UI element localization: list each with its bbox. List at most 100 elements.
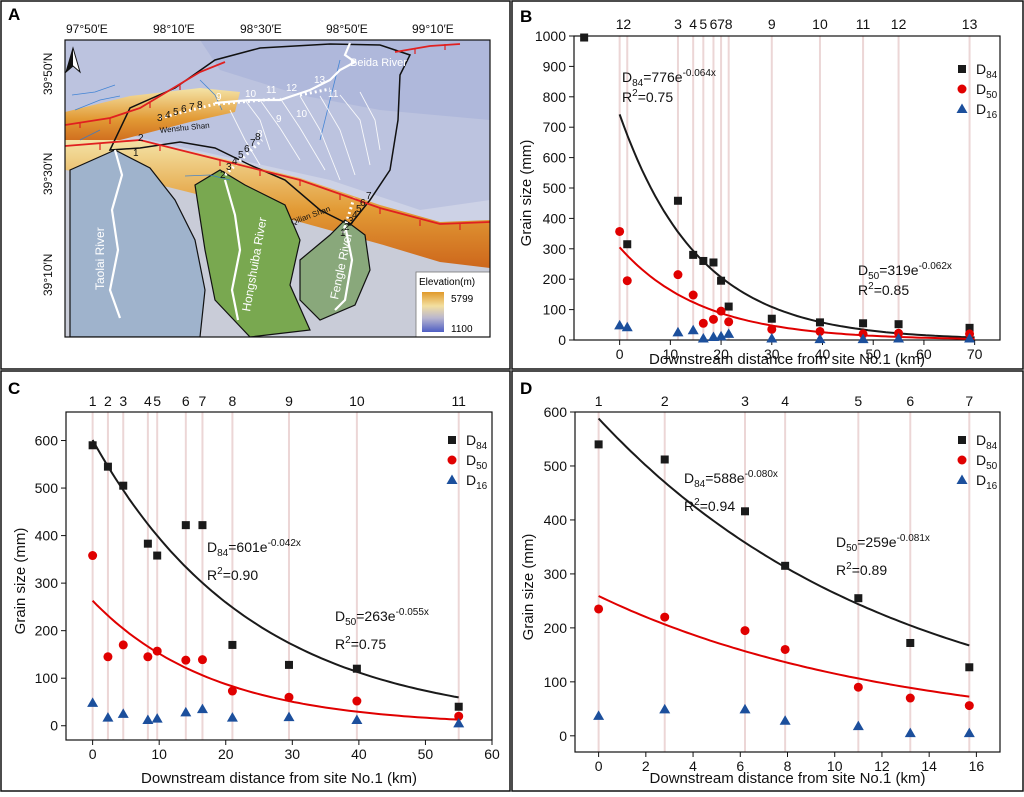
- site-label-hong-7: 7: [250, 138, 256, 149]
- chart-panel-b: B 1 2 3 4 5 6 7 8 9 10 11 12 130 10 20 30 40 50 60 700100200…: [518, 7, 1001, 368]
- x-axis-label: Downstream distance from site No.1 (km): [141, 770, 417, 787]
- data-point-d84: [181, 521, 190, 530]
- panel-letter-a: A: [8, 5, 20, 24]
- y-tick-label: 500: [543, 180, 567, 196]
- site-number-label: 1: [616, 16, 624, 32]
- site-number-label: 2: [661, 393, 669, 409]
- data-point-d84: [906, 638, 915, 647]
- site-label-beida-3: 3: [157, 113, 163, 124]
- x-tick-label: 20: [218, 746, 234, 762]
- site-number-label: 8: [229, 393, 237, 409]
- y-tick-label: 300: [543, 241, 567, 257]
- data-point-d16: [453, 717, 465, 728]
- data-point-d16: [672, 326, 684, 337]
- data-point-d84: [781, 561, 790, 570]
- data-point-d84: [153, 551, 162, 560]
- site-label-hong-5: 5: [238, 150, 244, 161]
- site-label-hong-4: 4: [232, 156, 238, 167]
- fault-wenshu: [65, 61, 226, 126]
- data-point-d16: [779, 715, 791, 725]
- fault-northeast: [394, 43, 461, 53]
- data-point-d50: [88, 551, 98, 561]
- data-point-d50: [594, 604, 604, 614]
- data-point-d84: [119, 481, 128, 490]
- data-point-d84: [724, 302, 733, 311]
- fit-r-squared: R2=0.85: [858, 281, 909, 298]
- beida-river-path: [214, 42, 358, 105]
- legend-label-d84: D84: [466, 432, 488, 452]
- data-point-d84: [815, 318, 824, 327]
- data-point-d16: [723, 328, 735, 338]
- data-point-d84: [689, 250, 698, 259]
- site-number-label: 1: [595, 393, 603, 409]
- data-point-d50: [660, 612, 670, 622]
- data-point-d84: [454, 702, 463, 711]
- data-point-d16: [687, 324, 699, 335]
- y-tick-label: 0: [50, 718, 58, 734]
- x-tick-label: 0: [616, 346, 624, 362]
- site-number-label: 6: [710, 16, 718, 32]
- data-point-d50: [708, 314, 718, 324]
- x-tick-label: 6: [736, 758, 744, 774]
- site-number-label: 4: [781, 393, 789, 409]
- legend-max: 5799: [451, 294, 474, 305]
- site-number-label: 6: [906, 393, 914, 409]
- y-tick-label: 0: [558, 332, 566, 348]
- fit-curve-d84: [91, 439, 459, 699]
- fit-equation: D84=601e-0.042x: [207, 538, 301, 559]
- data-point-d16: [180, 706, 192, 717]
- site-number-label: 6: [182, 393, 190, 409]
- fit-equation: D50=319e-0.062x: [858, 261, 952, 282]
- data-point-d50: [284, 692, 294, 702]
- site-label-fengle-6: 6: [360, 198, 366, 209]
- foreland-basin-shade: [200, 40, 490, 120]
- legend-marker-d84: [958, 65, 966, 73]
- x-tick-label: 70: [967, 346, 983, 362]
- y-tick-label: 500: [35, 480, 59, 496]
- x-tick-label: 60: [916, 346, 932, 362]
- y-tick-label: 300: [544, 566, 568, 582]
- site-number-label: 9: [768, 16, 776, 32]
- site-label-fengle-3: 3: [348, 216, 354, 227]
- x-tick-label: 10: [663, 346, 679, 362]
- data-point-d50: [103, 652, 113, 662]
- data-point-d16: [87, 697, 99, 707]
- panel-d-frame: [511, 370, 1024, 792]
- data-point-d16: [621, 321, 633, 332]
- legend-marker-d84: [448, 436, 456, 444]
- site-label-beida-4: 4: [165, 110, 171, 121]
- site-label-upper-10: 10: [296, 109, 308, 120]
- data-point-d50: [724, 317, 734, 327]
- data-point-d50: [197, 655, 207, 665]
- fit-equation: D84=776e-0.064x: [622, 68, 716, 89]
- data-point-d84: [699, 256, 708, 265]
- legend-label-d50: D50: [976, 452, 998, 472]
- data-point-d16: [739, 703, 751, 714]
- label-taolai-river: Taolai River: [93, 227, 107, 290]
- site-label-beida-5: 5: [173, 107, 179, 118]
- fit-r-squared: R2=0.94: [684, 497, 735, 514]
- data-point-d16: [964, 332, 976, 343]
- data-point-d84: [673, 196, 682, 205]
- x-tick-label: 10: [827, 758, 843, 774]
- data-point-d84: [228, 640, 237, 649]
- lat-tick-2: 39°30′N: [41, 153, 55, 195]
- panel-a-frame: [0, 0, 511, 370]
- data-point-d16: [614, 319, 626, 330]
- fengle-basin: [299, 219, 371, 321]
- y-tick-label: 200: [35, 623, 59, 639]
- map-panel: A: [8, 5, 491, 338]
- y-tick-label: 400: [35, 528, 59, 544]
- legend-marker-d16: [956, 103, 968, 113]
- legend-marker-d16: [446, 474, 458, 484]
- fault-teeth: [79, 44, 461, 230]
- data-point-d16: [697, 332, 709, 343]
- data-point-d16: [283, 711, 295, 722]
- site-number-label: 11: [856, 16, 871, 32]
- legend-marker-d16: [956, 474, 968, 484]
- site-number-label: 12: [891, 16, 907, 32]
- data-point-d50: [815, 326, 825, 336]
- data-point-d84: [965, 663, 974, 672]
- y-tick-label: 100: [543, 302, 567, 318]
- legend-label-d16: D16: [466, 472, 488, 492]
